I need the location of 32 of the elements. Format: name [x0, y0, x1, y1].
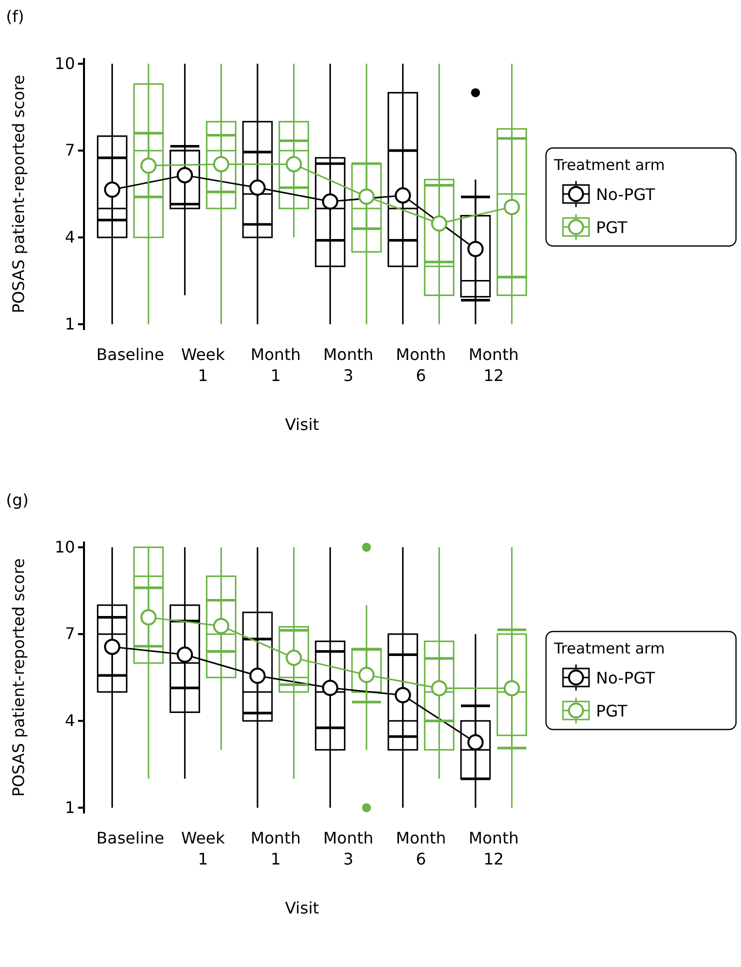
x-tick-label: Baseline [96, 345, 164, 364]
x-tick-label: Month 12 [468, 828, 519, 868]
y-tick-label: 1 [64, 798, 75, 817]
y-tick-label: 10 [54, 537, 75, 556]
y-tick-label: 7 [64, 624, 75, 644]
y-tick-label: 7 [64, 140, 75, 160]
x-axis-title: Visit [284, 415, 320, 434]
x-tick-label: Month 3 [323, 345, 374, 385]
legend-label: No-PGT [596, 668, 656, 688]
x-tick-label: Week 1 [181, 828, 226, 868]
x-tick-label: Month 3 [323, 828, 374, 868]
x-tick-label: Month 1 [250, 828, 301, 868]
legend-label: No-PGT [596, 185, 656, 204]
chart-title: (f) [6, 7, 24, 26]
x-tick-label: Week 1 [181, 345, 226, 385]
x-tick-label: Month 12 [468, 345, 519, 385]
y-tick-label: 1 [64, 314, 75, 334]
y-axis-title: POSAS patient-reported score [9, 74, 28, 314]
legend-label: PGT [596, 702, 628, 720]
x-axis-title: Visit [284, 898, 320, 918]
y-tick-label: 4 [64, 228, 75, 247]
legend-label: PGT [596, 218, 628, 237]
legend-title: Treatment arm [553, 640, 665, 658]
y-axis-title: POSAS patient-reported score [9, 558, 28, 797]
y-tick-label: 10 [54, 54, 75, 73]
x-tick-label: Month 6 [396, 345, 446, 385]
legend-title: Treatment arm [553, 156, 665, 174]
x-tick-label: Baseline [96, 828, 164, 848]
y-tick-label: 4 [64, 711, 75, 730]
x-tick-label: Month 1 [250, 345, 301, 385]
chart-title: (g) [6, 490, 29, 510]
x-tick-label: Month 6 [396, 828, 446, 868]
